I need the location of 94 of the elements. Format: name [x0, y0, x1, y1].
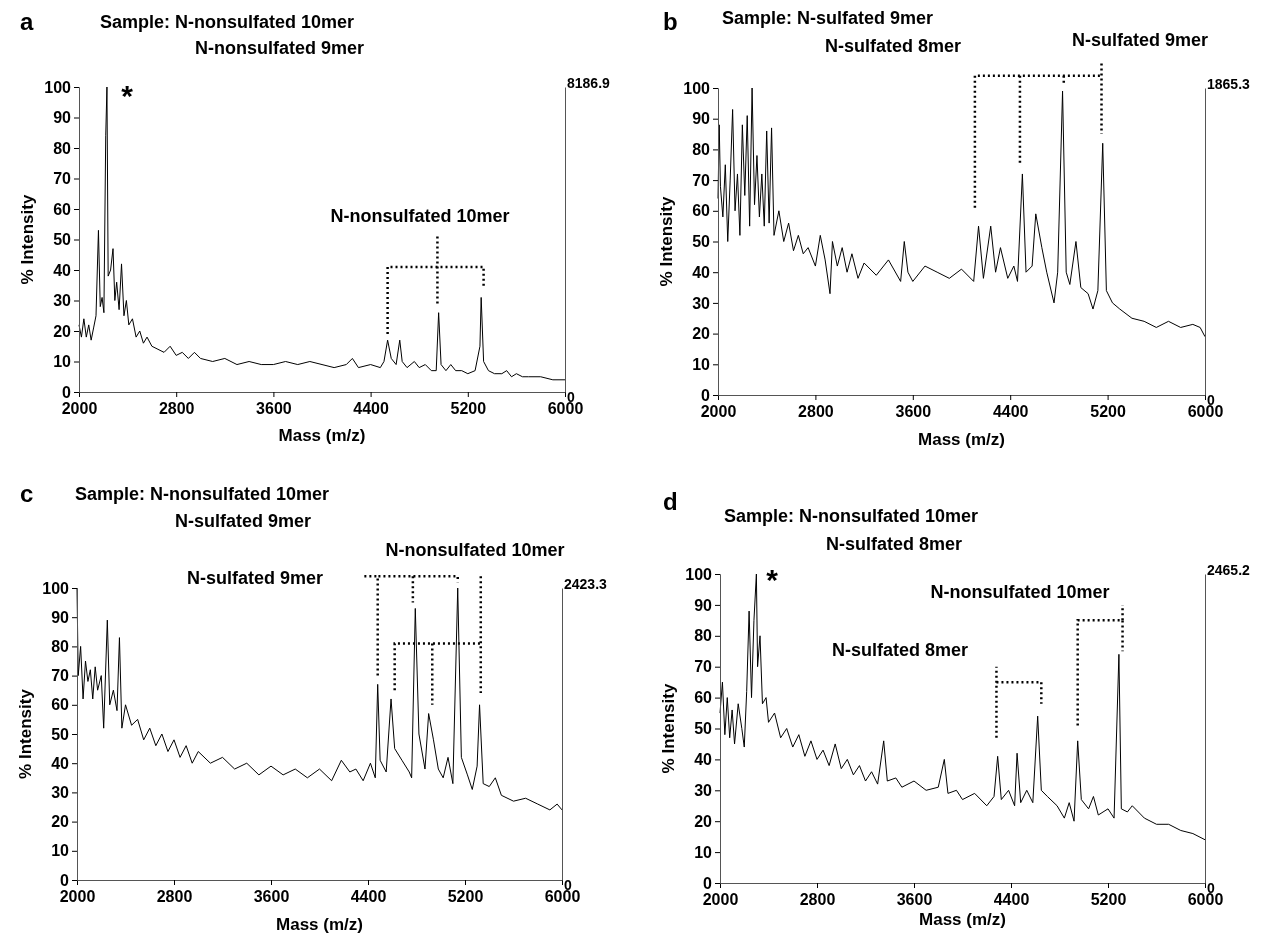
x-axis-title: Mass (m/z)	[918, 430, 1005, 449]
y-axis-title: % Intensity	[657, 196, 676, 287]
y-tick-label: 10	[53, 353, 72, 371]
y-tick-label: 30	[51, 784, 70, 802]
y-tick-label: 10	[694, 843, 713, 861]
y-tick-label: 40	[53, 261, 72, 279]
text: a	[20, 8, 34, 35]
y-tick-label: 20	[692, 325, 711, 343]
text: c	[20, 480, 34, 507]
y-tick-label: 90	[51, 608, 70, 626]
chart-title: Sample: N-nonsulfated 10mer N-sulfated 9mer	[75, 484, 330, 531]
y-tick-label: 60	[692, 202, 711, 220]
x-tick-label: 4400	[992, 403, 1029, 421]
y2-tick-label: 8186.9	[567, 74, 611, 91]
x-tick-label: 3600	[896, 891, 933, 909]
chart-title: Sample: N-nonsulfated 10mer N-sulfated 8mer	[724, 506, 979, 554]
y-tick-label: 80	[692, 141, 711, 159]
y-tick-label: 60	[51, 696, 70, 714]
x-axis-title: Mass (m/z)	[919, 910, 1006, 929]
y-tick-label: 0	[703, 874, 713, 892]
x-axis-title: Mass (m/z)	[278, 426, 366, 445]
y-tick-label: 90	[53, 109, 72, 127]
x-tick-label: 5200	[447, 888, 484, 906]
y-tick-label: 20	[694, 812, 713, 830]
y-tick-label: 80	[694, 627, 713, 645]
y-tick-label: 100	[44, 78, 72, 96]
y-tick-label: 10	[692, 355, 711, 373]
x-tick-label: 2800	[158, 400, 195, 418]
x-tick-label: 2800	[156, 888, 193, 906]
annotation: N-nonsulfated 10mer	[330, 206, 510, 226]
y-tick-label: 90	[694, 596, 713, 614]
y-tick-label: 0	[60, 871, 70, 889]
x-tick-label: 3600	[256, 400, 292, 418]
line-series	[78, 86, 566, 381]
y-tick-label: 50	[53, 231, 72, 249]
y-tick-label: 50	[51, 725, 70, 743]
annotation: *	[121, 79, 134, 112]
y-tick-label: 10	[51, 842, 70, 860]
annotation: *	[766, 563, 779, 596]
y-axis-title: % Intensity	[16, 688, 35, 779]
y-tick-label: 30	[53, 292, 72, 310]
y-tick-label: 80	[51, 638, 70, 656]
y-tick-label: 50	[692, 233, 711, 251]
line-series	[717, 87, 1206, 338]
y-tick-label: 20	[53, 322, 72, 340]
text: N-sulfated 9mer	[1071, 30, 1209, 50]
x-tick-label: 2000	[700, 403, 737, 421]
y2-tick-label: 2423.3	[564, 575, 608, 592]
y-tick-label: 70	[53, 170, 72, 188]
y-tick-label: 20	[51, 813, 70, 831]
text: d	[663, 488, 678, 515]
x-tick-label: 5200	[1090, 403, 1126, 421]
y-tick-label: 60	[694, 689, 713, 707]
chart-title: Sample: N-sulfated 9mer N-sulfated 8mer	[722, 8, 962, 56]
y-tick-label: 40	[694, 751, 713, 769]
y-tick-label: 80	[53, 139, 72, 157]
y-tick-label: 90	[692, 110, 711, 128]
x-tick-label: 5200	[1090, 891, 1127, 909]
chart-title: Sample: N-nonsulfated 10mer N-nonsulfated 9mer	[100, 12, 365, 58]
y-tick-label: 0	[62, 383, 72, 401]
y-tick-label: 70	[692, 171, 711, 189]
x-tick-label: 2800	[798, 403, 834, 421]
x-axis-title: Mass (m/z)	[276, 915, 363, 934]
y-tick-label: 40	[51, 754, 70, 772]
y-tick-label: 100	[685, 565, 713, 583]
x-tick-label: 4400	[353, 400, 389, 418]
text: b	[663, 8, 678, 35]
text: N-sulfated 9mer	[186, 568, 324, 588]
y-axis-title: % Intensity	[659, 683, 678, 774]
y-tick-label: 100	[683, 79, 711, 97]
x-tick-label: 3600	[253, 888, 290, 906]
x-tick-label: 4400	[993, 891, 1030, 909]
x-tick-label: 3600	[895, 403, 932, 421]
y-tick-label: 30	[692, 294, 711, 312]
x-tick-label: 2800	[799, 891, 836, 909]
y-tick-label: 60	[53, 200, 72, 218]
y-tick-label: 50	[694, 720, 713, 738]
x-tick-label: 2000	[702, 891, 739, 909]
y2-tick-label: 2465.2	[1207, 561, 1251, 578]
y-tick-label: 100	[42, 579, 70, 597]
text: N-nonsulfated 10mer	[385, 540, 565, 560]
y-tick-label: 70	[694, 658, 713, 676]
y-tick-label: 40	[692, 263, 711, 281]
x-tick-label: 2000	[59, 888, 96, 906]
annotation: N-sulfated 8mer	[831, 640, 969, 660]
y2-tick-label: 1865.3	[1207, 75, 1251, 92]
y-tick-label: 70	[51, 667, 70, 685]
annotation: N-nonsulfated 10mer	[930, 582, 1110, 602]
x-tick-label: 5200	[450, 400, 487, 418]
y-axis-title: % Intensity	[18, 194, 37, 285]
y-tick-label: 30	[694, 781, 713, 799]
x-tick-label: 4400	[350, 888, 387, 906]
y-tick-label: 0	[701, 386, 711, 404]
x-tick-label: 2000	[61, 400, 98, 418]
